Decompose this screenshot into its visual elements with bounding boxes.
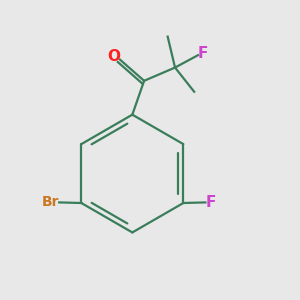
Text: F: F [198, 46, 208, 61]
Text: Br: Br [42, 195, 59, 209]
Text: O: O [107, 49, 120, 64]
Text: F: F [206, 195, 216, 210]
